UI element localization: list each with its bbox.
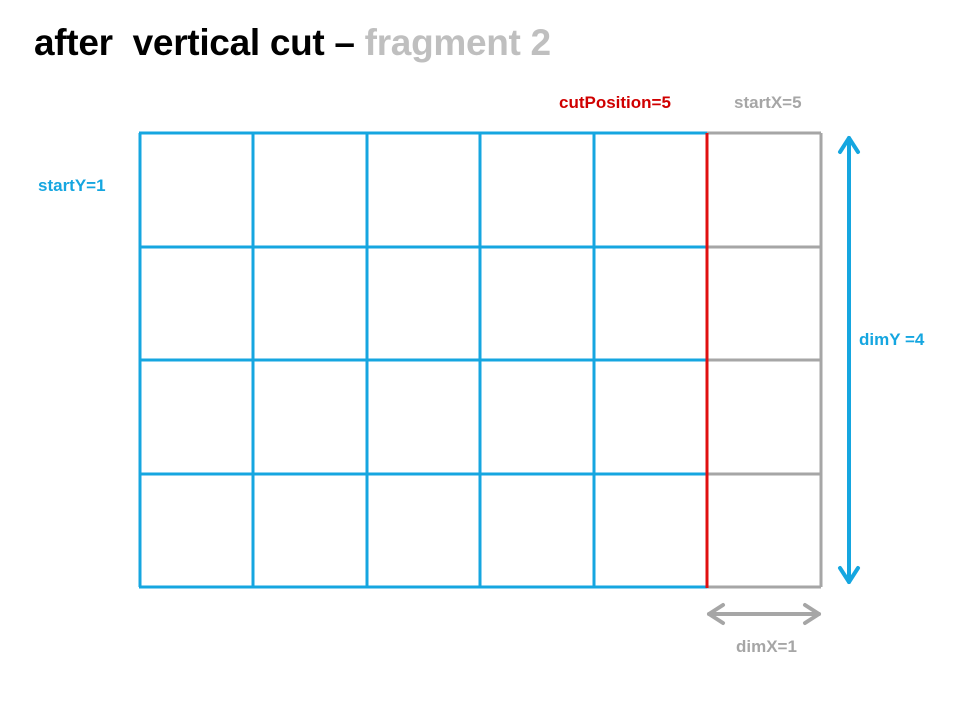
page-title: after vertical cut – fragment 2 — [34, 22, 551, 64]
blue-grid — [138, 131, 707, 589]
dim-x-label: dimX=1 — [736, 637, 797, 656]
start-y-label: startY=1 — [38, 176, 106, 195]
dim-x-arrow — [707, 603, 821, 625]
dim-y-label: dimY =4 — [859, 330, 925, 349]
cut-position-label: cutPosition=5 — [559, 93, 671, 112]
dim-y-arrow — [838, 136, 860, 584]
start-x-label: startX=5 — [734, 93, 802, 112]
title-fragment: fragment 2 — [364, 22, 551, 63]
gray-fragment-column — [707, 131, 823, 589]
title-main: after vertical cut – — [34, 22, 365, 63]
